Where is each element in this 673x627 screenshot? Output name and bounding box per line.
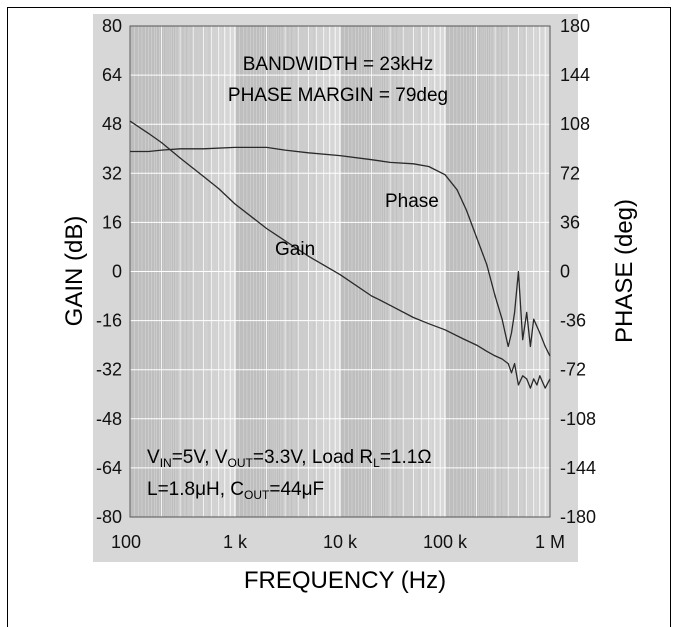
- y-left-tick-label: -32: [96, 360, 122, 380]
- phase-series-label: Phase: [385, 191, 439, 212]
- y-right-tick-label: -36: [560, 311, 586, 331]
- x-tick-label: 1 M: [535, 532, 565, 552]
- y-right-tick-label: 36: [560, 212, 580, 232]
- x-tick-label: 1 k: [223, 532, 248, 552]
- tick-labels: 100 1 k 10 k 100 k 1 M -80 -64 -48 -32 -16 0 16 32 48…: [96, 16, 596, 552]
- y-right-tick-label: 180: [560, 16, 590, 36]
- y-right-tick-label: -108: [560, 409, 596, 429]
- y-right-tick-label: 72: [560, 163, 580, 183]
- y-right-tick-label: -144: [560, 458, 596, 478]
- y-right-tick-label: 144: [560, 65, 590, 85]
- y-left-tick-label: -64: [96, 458, 122, 478]
- phase-trace: [130, 146, 551, 357]
- bode-plot: 100 1 k 10 k 100 k 1 M -80 -64 -48 -32 -16 0 16 32 48…: [61, 14, 638, 594]
- annotation-bandwidth: BANDWIDTH = 23kHz: [243, 54, 434, 75]
- condition-text-run: L: [373, 456, 380, 470]
- condition-text-run: OUT: [244, 488, 270, 502]
- y-left-tick-label: 32: [102, 163, 122, 183]
- x-tick-label: 10 k: [323, 532, 358, 552]
- x-tick-label: 100 k: [423, 532, 468, 552]
- condition-text-run: OUT: [228, 456, 254, 470]
- y-right-tick-label: -72: [560, 360, 586, 380]
- y-axis-right-title: PHASE (deg): [611, 199, 638, 343]
- x-tick-label: 100: [111, 532, 141, 552]
- y-left-tick-label: 80: [102, 16, 122, 36]
- y-left-tick-label: -16: [96, 311, 122, 331]
- y-left-tick-label: 64: [102, 65, 122, 85]
- condition-text-run: V: [147, 447, 160, 468]
- condition-text-run: =3.3V, Load R: [253, 447, 373, 468]
- condition-text-run: =5V, V: [172, 447, 228, 468]
- condition-text-run: IN: [160, 456, 172, 470]
- annotation-phase-margin: PHASE MARGIN = 79deg: [228, 85, 448, 106]
- series: [129, 120, 551, 389]
- y-right-tick-label: 108: [560, 114, 590, 134]
- y-left-tick-label: 0: [112, 262, 122, 282]
- y-right-tick-label: 0: [560, 262, 570, 282]
- conditions-line-1: VIN=5V, VOUT=3.3V, Load RL=1.1Ω: [147, 447, 432, 470]
- figure-frame: [7, 7, 671, 627]
- plot-border: [129, 25, 551, 518]
- y-axis-left-title: GAIN (dB): [61, 216, 88, 327]
- condition-text-run: =1.1Ω: [380, 447, 432, 468]
- x-axis-title: FREQUENCY (Hz): [244, 567, 446, 594]
- y-left-tick-label: -80: [96, 507, 122, 527]
- condition-text-run: =44μF: [269, 479, 324, 500]
- gain-series-label: Gain: [275, 239, 315, 260]
- grid: [129, 25, 550, 518]
- y-left-tick-label: 16: [102, 212, 122, 232]
- y-left-tick-label: -48: [96, 409, 122, 429]
- conditions-line-2: L=1.8μH, COUT=44μF: [147, 479, 324, 502]
- gain-trace: [129, 120, 551, 389]
- condition-text-run: L=1.8μH, C: [147, 479, 244, 500]
- y-left-tick-label: 48: [102, 114, 122, 134]
- y-right-tick-label: -180: [560, 507, 596, 527]
